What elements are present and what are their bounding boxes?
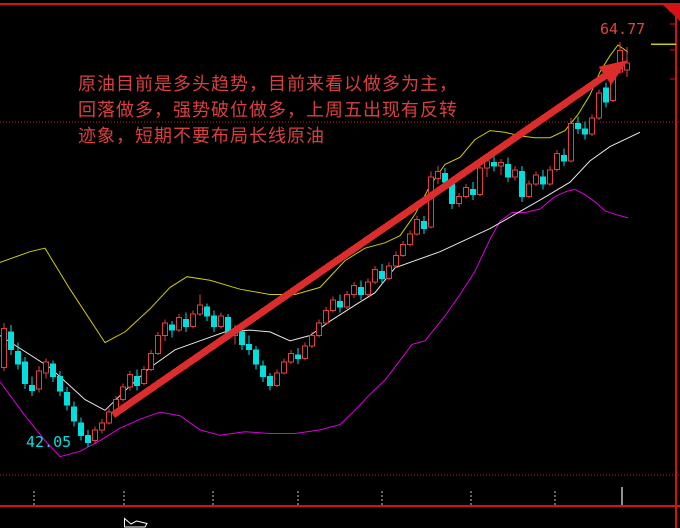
corner-fold-icon [662, 4, 680, 21]
up-candle [162, 322, 168, 336]
up-candle [351, 285, 357, 296]
down-candle [575, 122, 581, 130]
up-candle [148, 352, 154, 370]
up-candle [323, 310, 329, 324]
trend-arrow-shaft [111, 69, 612, 418]
up-candle [99, 422, 105, 431]
down-candle [134, 376, 140, 386]
up-candle [554, 153, 560, 171]
up-candle [43, 361, 49, 374]
down-candle [8, 331, 14, 351]
down-candle [246, 343, 252, 351]
down-candle [582, 128, 588, 135]
up-candle [288, 352, 294, 363]
up-candle [456, 196, 462, 205]
down-candle [50, 363, 56, 377]
up-candle [120, 386, 126, 401]
up-candle [533, 174, 539, 185]
up-candle [92, 429, 98, 442]
up-candle [547, 169, 553, 185]
up-candle [568, 122, 574, 162]
down-candle [253, 349, 259, 365]
down-candle [267, 376, 273, 386]
up-candle [274, 372, 280, 386]
up-candle [589, 117, 595, 135]
up-candle [526, 183, 532, 197]
high-price-label: 64.77 [600, 20, 646, 38]
down-candle [183, 319, 189, 328]
up-candle [386, 265, 392, 279]
low-price-label: 42.05 [26, 433, 72, 451]
down-candle [22, 361, 28, 385]
up-candle [302, 345, 308, 360]
up-candle [393, 254, 399, 267]
up-candle [155, 335, 161, 354]
up-candle [463, 187, 469, 198]
lower-band-line [0, 188, 629, 458]
up-candle [316, 322, 322, 336]
up-candle [512, 169, 518, 178]
down-candle [337, 301, 343, 308]
up-candle [36, 370, 42, 390]
up-candle [365, 281, 371, 295]
down-candle [204, 306, 210, 317]
down-candle [561, 155, 567, 162]
down-candle [29, 384, 35, 392]
up-candle [596, 92, 602, 119]
down-candle [519, 171, 525, 197]
down-candle [358, 286, 364, 295]
up-candle [1, 327, 7, 369]
mouse-cursor-icon [124, 517, 148, 528]
down-candle [239, 331, 245, 345]
trend-arrow-head [598, 60, 628, 85]
down-candle [260, 365, 266, 377]
up-candle [106, 411, 112, 424]
annotation-line-2: 回落做多，强势破位做多，上周五出现有反转 [78, 100, 458, 120]
down-candle [64, 392, 70, 406]
down-candle [379, 270, 385, 279]
up-candle [407, 233, 413, 246]
down-candle [169, 324, 175, 331]
down-candle [491, 162, 497, 167]
down-candle [71, 406, 77, 422]
up-candle [190, 313, 196, 328]
up-candle [218, 315, 224, 328]
up-candle [435, 171, 441, 180]
up-candle [176, 317, 182, 331]
up-candle [141, 368, 147, 385]
down-candle [470, 188, 476, 196]
up-candle [309, 335, 315, 347]
down-candle [57, 376, 63, 392]
up-candle [330, 299, 336, 312]
down-candle [85, 434, 91, 443]
up-candle [498, 162, 504, 167]
down-candle [505, 163, 511, 178]
up-candle [281, 361, 287, 374]
up-candle [344, 294, 350, 308]
up-candle [477, 167, 483, 196]
down-candle [15, 351, 21, 365]
up-candle [197, 304, 203, 315]
up-candle [400, 244, 406, 256]
trade-annotation-text: 原油目前是多头趋势，目前来看以做多为主， 回落做多，强势破位做多，上周五出现有反… [78, 71, 458, 149]
down-candle [78, 422, 84, 436]
annotation-line-1: 原油目前是多头趋势，目前来看以做多为主， [78, 74, 458, 94]
down-candle [603, 87, 609, 103]
up-candle [127, 374, 133, 388]
down-candle [540, 176, 546, 185]
up-candle [624, 62, 630, 71]
down-candle [211, 315, 217, 328]
annotation-line-3: 迹象，短期不要布局长线原油 [78, 126, 325, 146]
down-candle [421, 220, 427, 229]
up-candle [414, 219, 420, 235]
down-candle [295, 354, 301, 360]
up-candle [428, 176, 434, 228]
up-candle [372, 269, 378, 283]
